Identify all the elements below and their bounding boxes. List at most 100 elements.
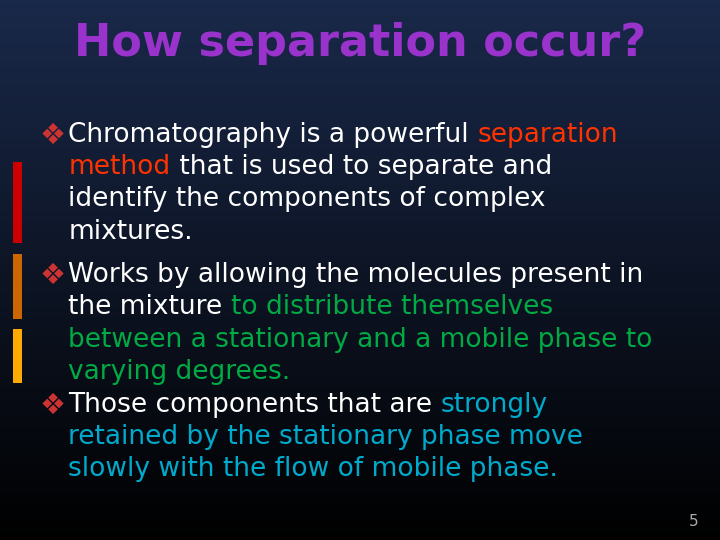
Bar <box>0 378 720 380</box>
Bar <box>0 209 720 211</box>
Bar <box>0 508 720 509</box>
Text: varying degrees.: varying degrees. <box>68 359 291 385</box>
Bar <box>0 342 720 344</box>
Bar <box>0 524 720 525</box>
Bar <box>0 536 720 538</box>
Bar <box>0 366 720 367</box>
Bar <box>0 194 720 196</box>
Bar <box>0 27 720 29</box>
Bar <box>0 347 720 349</box>
Bar <box>0 212 720 214</box>
Bar <box>0 196 720 198</box>
Bar <box>0 265 720 266</box>
Bar <box>0 403 720 405</box>
Bar <box>0 204 720 205</box>
Bar <box>0 301 720 302</box>
Bar <box>0 131 720 133</box>
Bar <box>0 320 720 322</box>
Bar <box>0 166 720 167</box>
Text: Works by allowing the molecules present in: Works by allowing the molecules present … <box>68 262 644 288</box>
Bar <box>0 293 720 295</box>
Bar <box>0 97 720 99</box>
Bar <box>0 504 720 506</box>
Bar <box>0 38 720 39</box>
Bar <box>0 349 720 351</box>
Bar <box>0 16 720 18</box>
Text: ❖: ❖ <box>40 392 66 420</box>
FancyBboxPatch shape <box>13 329 22 383</box>
Bar <box>0 83 720 85</box>
Bar <box>0 182 720 184</box>
Bar <box>0 312 720 313</box>
Bar <box>0 34 720 36</box>
Bar <box>0 4 720 5</box>
Bar <box>0 72 720 74</box>
Bar <box>0 319 720 320</box>
Bar <box>0 315 720 317</box>
Bar <box>0 336 720 339</box>
Bar <box>0 412 720 414</box>
Bar <box>0 151 720 153</box>
Bar <box>0 245 720 247</box>
Bar <box>0 128 720 130</box>
Bar <box>0 191 720 193</box>
Text: ❖: ❖ <box>40 262 66 290</box>
Bar <box>0 360 720 362</box>
Bar <box>0 414 720 416</box>
Bar <box>0 228 720 231</box>
Bar <box>0 482 720 484</box>
Bar <box>0 124 720 126</box>
Bar <box>0 502 720 504</box>
Bar <box>0 450 720 452</box>
Bar <box>0 241 720 243</box>
Bar <box>0 45 720 47</box>
Bar <box>0 221 720 223</box>
Bar <box>0 85 720 86</box>
Bar <box>0 61 720 63</box>
Bar <box>0 52 720 54</box>
Bar <box>0 344 720 346</box>
Bar <box>0 31 720 32</box>
Bar <box>0 254 720 255</box>
Bar <box>0 376 720 378</box>
Bar <box>0 119 720 120</box>
Bar <box>0 299 720 301</box>
Text: between a stationary and a mobile phase to: between a stationary and a mobile phase … <box>68 327 653 353</box>
Text: retained by the stationary phase move: retained by the stationary phase move <box>68 424 583 450</box>
Bar <box>0 252 720 254</box>
Bar <box>0 459 720 461</box>
Bar <box>0 517 720 518</box>
Text: separation: separation <box>477 122 618 147</box>
Bar <box>0 448 720 450</box>
Bar <box>0 231 720 232</box>
Bar <box>0 258 720 259</box>
Bar <box>0 506 720 508</box>
Bar <box>0 58 720 59</box>
Bar <box>0 147 720 150</box>
Bar <box>0 140 720 142</box>
Bar <box>0 533 720 535</box>
Bar <box>0 425 720 427</box>
Bar <box>0 18 720 20</box>
Bar <box>0 112 720 113</box>
Bar <box>0 509 720 511</box>
Bar <box>0 455 720 457</box>
Bar <box>0 103 720 104</box>
Bar <box>0 86 720 88</box>
Bar <box>0 171 720 173</box>
Bar <box>0 90 720 92</box>
Bar <box>0 282 720 285</box>
Bar <box>0 153 720 155</box>
Bar <box>0 123 720 124</box>
Bar <box>0 528 720 529</box>
Bar <box>0 193 720 194</box>
Bar <box>0 279 720 281</box>
Bar <box>0 42 720 43</box>
Bar <box>0 59 720 61</box>
Text: identify the components of complex: identify the components of complex <box>68 186 546 212</box>
Bar <box>0 362 720 363</box>
Bar <box>0 49 720 50</box>
Bar <box>0 15 720 16</box>
Bar <box>0 167 720 169</box>
Bar <box>0 346 720 347</box>
